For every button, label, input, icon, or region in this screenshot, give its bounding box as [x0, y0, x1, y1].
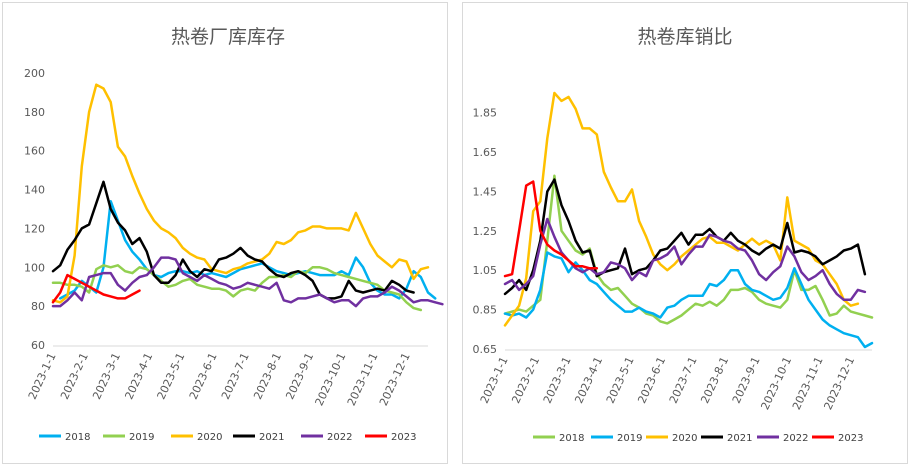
- legend-label-2021: 2021: [727, 433, 752, 444]
- legend-label-2022: 2022: [327, 432, 352, 443]
- legend-label-2019: 2019: [129, 432, 154, 443]
- y-tick-label: 160: [24, 145, 45, 158]
- x-tick-label: 2023-3-1: [541, 355, 574, 406]
- series-line-2019: [51, 264, 423, 312]
- x-tick-label: 2023-1-1: [478, 355, 511, 406]
- series-line-2023: [51, 273, 141, 304]
- y-tick-label: 1.25: [473, 225, 498, 238]
- series-line-2022: [51, 256, 444, 308]
- x-tick-label: 2023-3-1: [90, 351, 123, 402]
- y-tick-label: 1.45: [473, 185, 498, 198]
- x-tick-label: 2023-5-1: [604, 355, 637, 406]
- legend-label-2023: 2023: [838, 433, 863, 444]
- x-tick-label: 2023-1-1: [26, 351, 59, 402]
- y-tick-label: 60: [31, 339, 45, 352]
- x-tick-label: 2023-10-1: [313, 351, 349, 408]
- y-tick-label: 0.65: [473, 343, 498, 356]
- inventory-sales-ratio-chart: 热卷库销比 0.65 0.85 1.05 1.25 1.45 1.65 1.85 2023-1-…: [473, 26, 874, 444]
- x-tick-label: 2023-4-1: [572, 355, 605, 406]
- x-tick-label: 2023-5-1: [155, 351, 188, 402]
- x-tick-label: 2023-9-1: [730, 355, 763, 406]
- series-line-2018: [58, 199, 437, 300]
- inventory-sales-ratio-chart-panel: 热卷库销比 0.65 0.85 1.05 1.25 1.45 1.65 1.85 2023-1-…: [462, 2, 908, 464]
- legend-label-2020: 2020: [672, 433, 697, 444]
- series-line-2021: [51, 180, 415, 300]
- series-line-2018: [503, 174, 874, 325]
- x-tick-label: 2023-11-1: [790, 355, 826, 412]
- legend-label-2018: 2018: [65, 432, 90, 443]
- x-tick-label: 2023-6-1: [187, 351, 220, 402]
- x-tick-label: 2023-2-1: [58, 351, 91, 402]
- legend-label-2018: 2018: [559, 433, 584, 444]
- series-line-2021: [503, 178, 867, 296]
- y-tick-label: 100: [24, 261, 45, 274]
- x-tick-label: 2023-10-1: [758, 355, 794, 412]
- x-tick-label: 2023-7-1: [219, 351, 252, 402]
- legend-label-2022: 2022: [783, 433, 808, 444]
- inventory-chart-panel: 热卷厂库库存 60 80 100 120 140 160 180 200 2023-1-1 2023…: [2, 2, 448, 464]
- y-tick-label: 80: [31, 300, 45, 313]
- series-line-2020: [503, 91, 860, 327]
- y-tick-label: 180: [24, 106, 45, 119]
- series-line-2019: [503, 251, 874, 349]
- legend-label-2019: 2019: [617, 433, 642, 444]
- y-tick-label: 200: [24, 67, 45, 80]
- y-tick-label: 120: [24, 222, 45, 235]
- x-tick-label: 2023-4-1: [122, 351, 155, 402]
- x-tick-label: 2023-11-1: [345, 351, 381, 408]
- x-tick-label: 2023-12-1: [377, 351, 413, 408]
- legend-label-2020: 2020: [197, 432, 222, 443]
- y-tick-label: 1.05: [473, 264, 498, 277]
- x-tick-label: 2023-6-1: [635, 355, 668, 406]
- series-line-2023: [503, 180, 599, 278]
- y-tick-label: 1.65: [473, 146, 498, 159]
- x-tick-label: 2023-9-1: [283, 351, 316, 402]
- x-tick-label: 2023-8-1: [698, 355, 731, 406]
- legend-label-2021: 2021: [259, 432, 284, 443]
- series-line-2020: [51, 83, 430, 304]
- x-tick-label: 2023-8-1: [251, 351, 284, 402]
- chart-title: 热卷库销比: [637, 26, 732, 48]
- y-tick-label: 1.85: [473, 107, 498, 120]
- y-tick-label: 0.85: [473, 304, 498, 317]
- legend-label-2023: 2023: [391, 432, 416, 443]
- x-tick-label: 2023-2-1: [509, 355, 542, 406]
- x-tick-label: 2023-12-1: [821, 355, 857, 412]
- x-tick-label: 2023-7-1: [667, 355, 700, 406]
- chart-title: 热卷厂库库存: [171, 26, 285, 48]
- y-tick-label: 140: [24, 184, 45, 197]
